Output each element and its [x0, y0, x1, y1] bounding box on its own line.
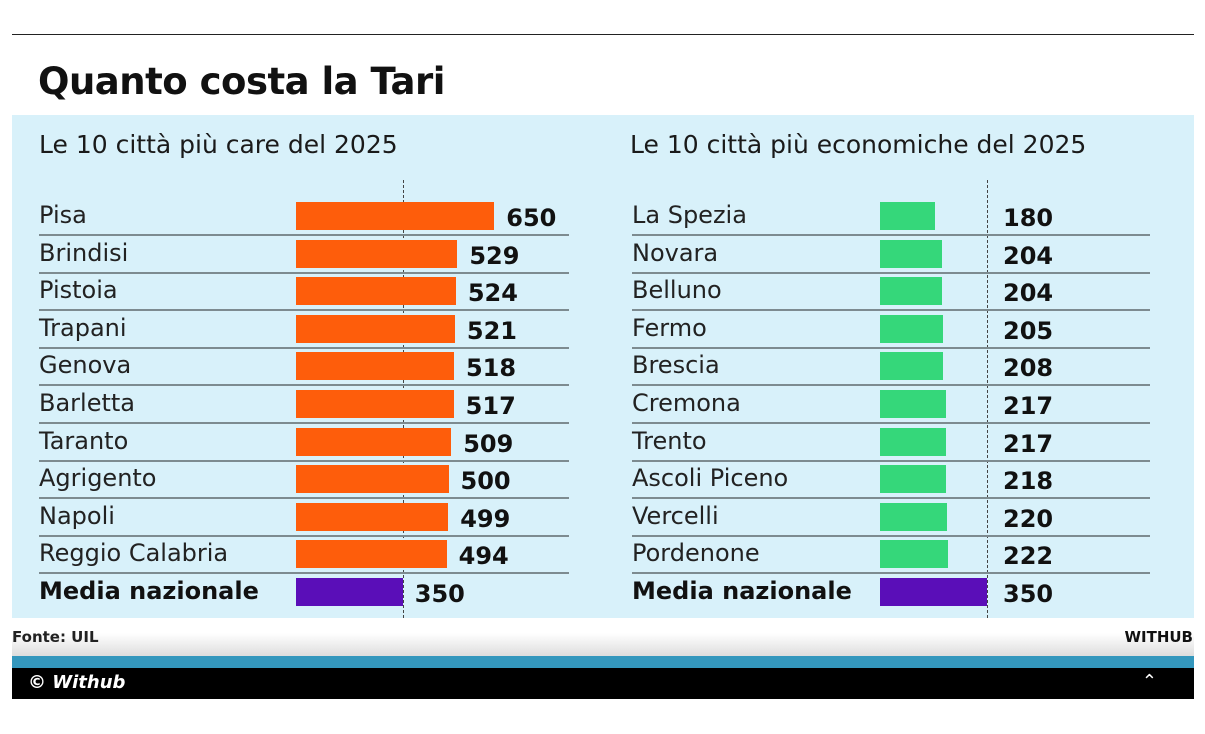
row-divider [39, 271, 569, 274]
data-label: 204 [1003, 241, 1054, 270]
row-divider [39, 309, 569, 312]
bar [296, 202, 495, 230]
data-label: 222 [1003, 542, 1054, 571]
data-label: 499 [460, 504, 511, 533]
data-label: 208 [1003, 354, 1054, 383]
image-credit: © Withub [28, 672, 126, 693]
category-label: Belluno [632, 276, 722, 305]
bar [296, 314, 455, 343]
category-label: Ascoli Piceno [632, 464, 789, 493]
category-label: Barletta [39, 389, 135, 417]
chart-title-cheap: Le 10 città più economiche del 2025 [630, 130, 1087, 159]
data-label: 650 [506, 204, 557, 232]
data-label: 529 [469, 241, 520, 270]
bar [880, 314, 943, 343]
average-bar [880, 578, 987, 606]
chart-title-expensive: Le 10 città più care del 2025 [39, 130, 398, 159]
row-divider [39, 534, 569, 537]
row-divider [632, 234, 1150, 236]
category-label: Pordenone [632, 539, 760, 568]
data-label: 204 [1003, 279, 1054, 308]
data-label: 350 [414, 580, 465, 608]
category-label: La Spezia [632, 201, 747, 229]
bar [296, 465, 449, 494]
top-divider [12, 34, 1194, 35]
category-label: Pisa [39, 201, 87, 229]
category-label: Pistoia [39, 276, 118, 305]
bar [296, 540, 447, 569]
category-label: Fermo [632, 313, 707, 342]
category-label: Media nazionale [39, 577, 259, 605]
bar [880, 390, 947, 418]
bar [296, 427, 452, 456]
data-label: 494 [458, 542, 509, 571]
average-bar [296, 578, 403, 606]
row-divider [632, 346, 1150, 349]
brand-logo: WITHUB [1124, 628, 1193, 646]
source-note: Fonte: UIL [12, 628, 99, 646]
bar [880, 352, 944, 381]
infographic-title: Quanto costa la Tari [38, 60, 445, 103]
bar [296, 390, 454, 418]
data-label: 517 [465, 392, 516, 420]
row-divider [632, 384, 1150, 387]
row-divider [632, 422, 1150, 424]
caption-bar [12, 668, 1194, 699]
row-divider [39, 572, 569, 575]
data-label: 518 [465, 354, 517, 383]
category-label: Trapani [39, 313, 127, 342]
category-label: Cremona [632, 389, 741, 417]
category-label: Taranto [39, 426, 129, 455]
data-label: 521 [466, 316, 517, 345]
category-label: Brindisi [39, 238, 129, 267]
bar [880, 239, 943, 268]
data-label: 205 [1003, 316, 1054, 345]
category-label: Media nazionale [632, 577, 852, 605]
row-divider [39, 422, 569, 424]
bar [296, 277, 456, 306]
data-label: 217 [1003, 392, 1054, 420]
bar [880, 427, 947, 456]
row-divider [632, 572, 1150, 575]
bar [296, 352, 454, 381]
bar [880, 502, 948, 531]
chart-panel [12, 115, 1194, 618]
bar [880, 277, 943, 306]
row-divider [632, 497, 1150, 500]
row-divider [39, 497, 569, 500]
category-label: Novara [632, 238, 719, 267]
footer-band [12, 618, 1194, 656]
data-label: 220 [1003, 504, 1054, 533]
row-divider [632, 534, 1150, 537]
bar [880, 540, 948, 569]
data-label: 500 [460, 467, 511, 496]
data-label: 509 [463, 429, 514, 458]
bar [296, 502, 449, 531]
row-divider [632, 271, 1150, 274]
chevron-up-icon[interactable]: ⌃ [1141, 671, 1157, 692]
row-divider [39, 459, 569, 462]
row-divider [39, 384, 569, 387]
data-label: 217 [1003, 429, 1054, 458]
row-divider [632, 309, 1150, 312]
category-label: Agrigento [39, 464, 157, 493]
category-label: Brescia [632, 351, 720, 380]
category-label: Reggio Calabria [39, 539, 229, 568]
category-label: Napoli [39, 501, 115, 530]
row-divider [39, 346, 569, 349]
bar [880, 202, 935, 230]
category-label: Trento [632, 426, 707, 455]
bar [880, 465, 947, 494]
category-label: Genova [39, 351, 132, 380]
reference-line [986, 180, 988, 618]
bar [296, 239, 458, 268]
data-label: 524 [467, 279, 518, 308]
accent-band [12, 656, 1194, 668]
data-label: 350 [1003, 580, 1054, 608]
category-label: Vercelli [632, 501, 719, 530]
data-label: 180 [1003, 204, 1054, 232]
row-divider [632, 459, 1150, 462]
row-divider [39, 234, 569, 236]
data-label: 218 [1003, 467, 1054, 496]
